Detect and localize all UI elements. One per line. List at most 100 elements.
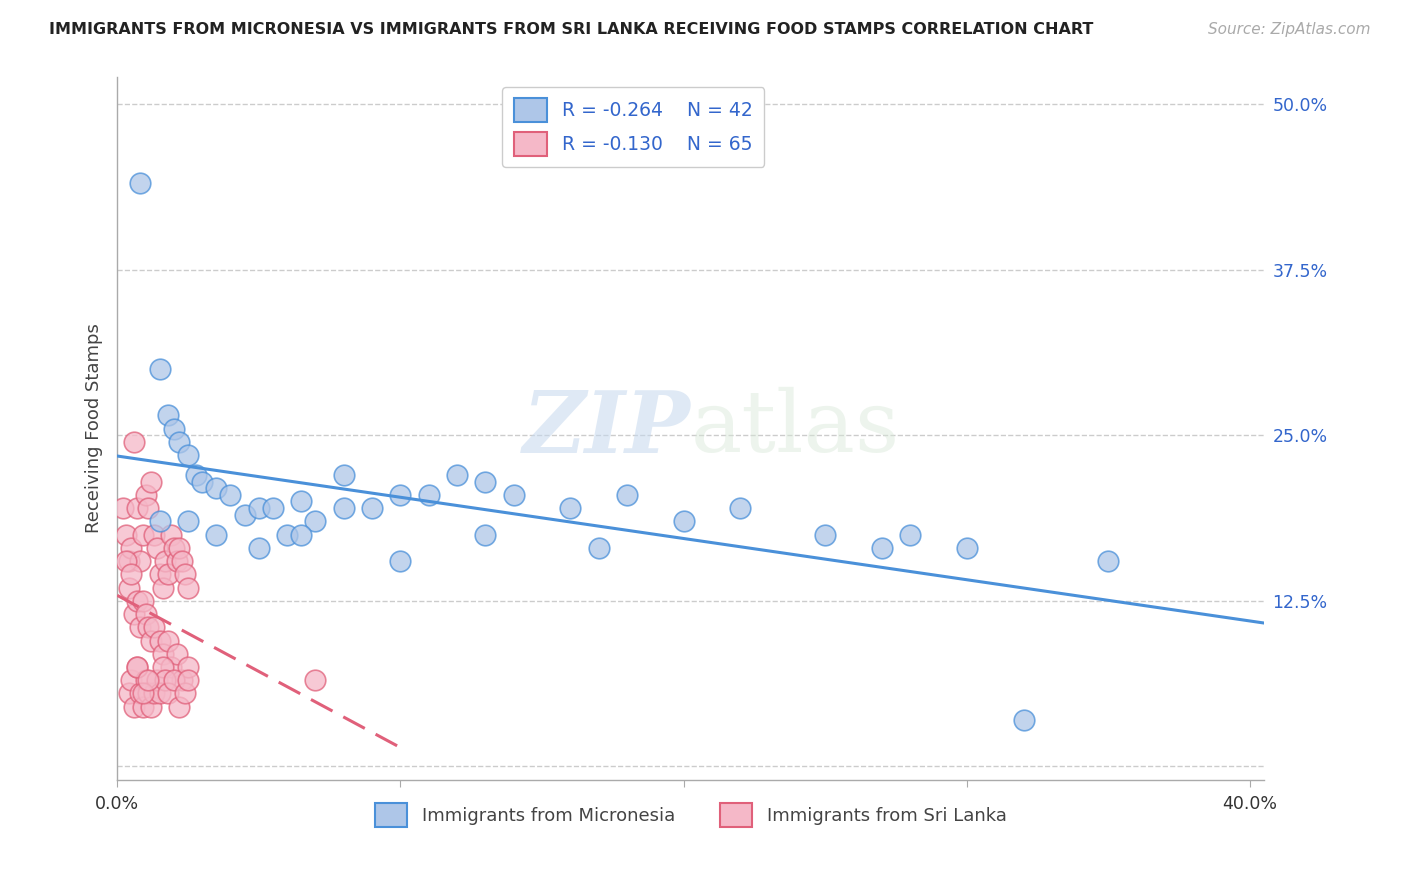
Point (814, 527, 837, 541)
Point (149, 686, 172, 700)
Point (191, 475, 214, 489)
Point (276, 527, 298, 541)
Point (120, 673, 142, 688)
Point (1012, 713, 1035, 727)
Point (152, 581, 174, 595)
Point (120, 567, 142, 582)
Point (134, 607, 156, 621)
Point (131, 699, 153, 714)
Point (141, 699, 163, 714)
Point (131, 593, 153, 607)
Point (205, 527, 228, 541)
Point (138, 686, 160, 700)
Point (117, 581, 139, 595)
Text: IMMIGRANTS FROM MICRONESIA VS IMMIGRANTS FROM SRI LANKA RECEIVING FOOD STAMPS CO: IMMIGRANTS FROM MICRONESIA VS IMMIGRANTS… (49, 22, 1094, 37)
Point (143, 620, 166, 634)
Point (143, 527, 166, 541)
Point (157, 409, 180, 423)
Point (157, 686, 180, 700)
Point (262, 501, 284, 516)
Point (247, 541, 270, 555)
Point (138, 501, 160, 516)
Point (502, 488, 524, 502)
Point (588, 541, 610, 555)
Point (146, 673, 169, 688)
Point (122, 434, 145, 449)
Point (172, 673, 194, 688)
Point (125, 501, 148, 516)
Point (166, 647, 188, 661)
Point (114, 554, 136, 568)
Point (166, 554, 188, 568)
Point (117, 686, 139, 700)
Text: ZIP: ZIP (523, 387, 690, 470)
Point (160, 527, 183, 541)
Point (389, 488, 412, 502)
Point (389, 554, 412, 568)
Point (128, 620, 150, 634)
Point (219, 488, 242, 502)
Y-axis label: Receiving Food Stamps: Receiving Food Stamps (86, 324, 103, 533)
Point (122, 607, 145, 621)
Point (290, 527, 312, 541)
Point (730, 501, 752, 516)
Point (128, 554, 150, 568)
Legend: Immigrants from Micronesia, Immigrants from Sri Lanka: Immigrants from Micronesia, Immigrants f… (367, 797, 1014, 834)
Point (163, 421, 186, 435)
Point (152, 647, 174, 661)
Point (177, 673, 200, 688)
Point (956, 541, 979, 555)
Point (290, 494, 312, 508)
Point (233, 508, 256, 522)
Point (155, 673, 177, 688)
Point (157, 633, 180, 648)
Point (143, 686, 166, 700)
Point (169, 434, 191, 449)
Text: atlas: atlas (690, 387, 900, 470)
Point (304, 673, 326, 688)
Point (111, 501, 134, 516)
Point (333, 467, 356, 482)
Point (134, 488, 156, 502)
Point (141, 475, 163, 489)
Point (247, 501, 270, 516)
Point (174, 686, 197, 700)
Point (418, 488, 440, 502)
Point (138, 620, 160, 634)
Point (163, 541, 186, 555)
Point (205, 481, 228, 495)
Point (672, 514, 695, 528)
Point (172, 554, 194, 568)
Point (155, 554, 177, 568)
Point (474, 475, 496, 489)
Point (361, 501, 384, 516)
Point (177, 660, 200, 674)
Point (149, 633, 172, 648)
Point (169, 699, 191, 714)
Point (146, 541, 169, 555)
Point (125, 660, 148, 674)
Point (174, 567, 197, 582)
Point (149, 362, 172, 376)
Point (122, 699, 145, 714)
Point (160, 660, 183, 674)
Text: Source: ZipAtlas.com: Source: ZipAtlas.com (1208, 22, 1371, 37)
Point (304, 514, 326, 528)
Point (333, 501, 356, 516)
Point (125, 660, 148, 674)
Point (446, 467, 468, 482)
Point (152, 660, 174, 674)
Point (177, 581, 200, 595)
Point (131, 527, 153, 541)
Point (117, 554, 139, 568)
Point (177, 448, 200, 462)
Point (141, 633, 163, 648)
Point (128, 177, 150, 191)
Point (898, 527, 921, 541)
Point (149, 514, 172, 528)
Point (131, 686, 153, 700)
Point (134, 673, 156, 688)
Point (163, 673, 186, 688)
Point (186, 467, 208, 482)
Point (125, 593, 148, 607)
